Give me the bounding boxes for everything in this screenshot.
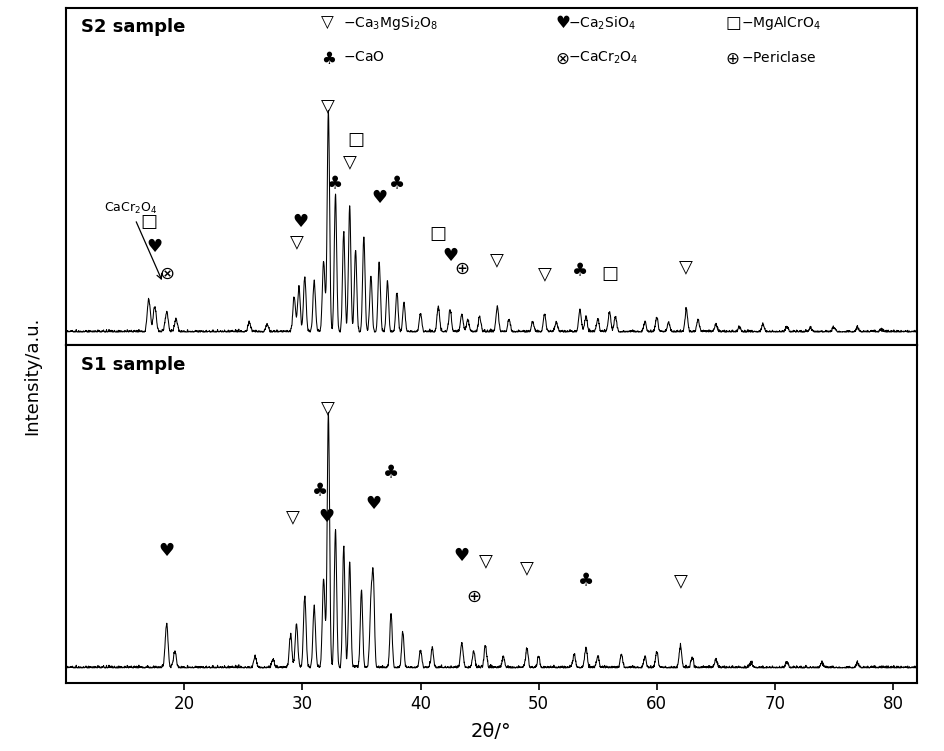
Text: ♥: ♥: [554, 14, 569, 32]
Text: ♣: ♣: [577, 572, 594, 590]
Text: ▽: ▽: [673, 572, 686, 590]
Text: ♥: ♥: [364, 495, 381, 513]
Text: $-$Ca$_3$MgSi$_2$O$_8$: $-$Ca$_3$MgSi$_2$O$_8$: [342, 14, 437, 32]
Text: ▽: ▽: [286, 508, 299, 526]
Text: ♥: ♥: [292, 213, 308, 231]
Text: ♣: ♣: [382, 464, 398, 482]
Text: □: □: [430, 225, 447, 243]
Text: □: □: [141, 213, 157, 231]
Text: ⊕: ⊕: [725, 50, 738, 68]
Text: ▽: ▽: [478, 552, 492, 570]
Text: ⊗: ⊗: [159, 265, 174, 283]
Text: ▽: ▽: [537, 265, 551, 283]
Text: Intensity/a.u.: Intensity/a.u.: [24, 316, 42, 435]
Text: ♥: ♥: [146, 238, 162, 256]
Text: ▽: ▽: [321, 400, 335, 418]
Text: S2 sample: S2 sample: [80, 17, 185, 35]
X-axis label: 2θ/°: 2θ/°: [470, 722, 512, 740]
Text: $-$Ca$_2$SiO$_4$: $-$Ca$_2$SiO$_4$: [567, 14, 635, 32]
Text: ♣: ♣: [312, 482, 328, 500]
Text: ♣: ♣: [327, 175, 344, 193]
Text: ♣: ♣: [321, 50, 336, 68]
Text: ♣: ♣: [571, 263, 587, 281]
Text: ♥: ♥: [442, 247, 458, 265]
Text: ⊕: ⊕: [465, 588, 480, 606]
Text: ▽: ▽: [519, 559, 533, 578]
Text: $-$CaCr$_2$O$_4$: $-$CaCr$_2$O$_4$: [567, 50, 638, 66]
Text: ▽: ▽: [289, 234, 303, 252]
Text: CaCr$_2$O$_4$: CaCr$_2$O$_4$: [104, 201, 161, 279]
Text: ♣: ♣: [388, 175, 405, 193]
Text: ♥: ♥: [159, 541, 175, 559]
Text: □: □: [346, 131, 363, 149]
Text: ▽: ▽: [321, 14, 333, 32]
Text: ♥: ♥: [371, 189, 387, 207]
Text: ♥: ♥: [453, 547, 469, 565]
Text: □: □: [600, 265, 617, 283]
Text: ⊕: ⊕: [454, 261, 469, 279]
Text: ▽: ▽: [490, 252, 504, 270]
Text: $-$Periclase: $-$Periclase: [740, 50, 815, 65]
Text: $-$CaO: $-$CaO: [342, 50, 384, 64]
Text: ▽: ▽: [321, 97, 335, 115]
Text: □: □: [725, 14, 740, 32]
Text: S1 sample: S1 sample: [80, 355, 185, 373]
Text: ♥: ♥: [317, 508, 334, 526]
Text: ⊗: ⊗: [554, 50, 568, 68]
Text: ▽: ▽: [343, 153, 356, 171]
Text: $-$MgAlCrO$_4$: $-$MgAlCrO$_4$: [740, 14, 819, 32]
Text: ▽: ▽: [679, 258, 693, 276]
